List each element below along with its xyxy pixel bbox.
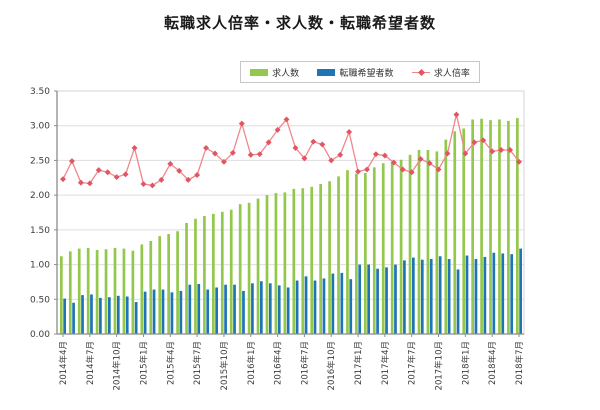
jobs-bars xyxy=(60,118,519,335)
svg-text:2014年4月: 2014年4月 xyxy=(58,341,69,385)
axes xyxy=(56,91,524,335)
svg-text:2018年4月: 2018年4月 xyxy=(487,341,498,385)
ratio-line xyxy=(60,111,522,189)
svg-text:2015年7月: 2015年7月 xyxy=(192,341,203,385)
legend-item-applicants: 転職希望者数 xyxy=(317,66,394,79)
svg-text:2016年7月: 2016年7月 xyxy=(299,341,310,385)
applicants-bar-swatch-icon xyxy=(317,68,336,76)
svg-text:1.00: 1.00 xyxy=(30,261,50,271)
legend-applicants-label: 転職希望者数 xyxy=(339,68,394,79)
svg-text:2017年4月: 2017年4月 xyxy=(380,341,391,385)
svg-text:2014年10月: 2014年10月 xyxy=(112,341,123,390)
svg-text:3.00: 3.00 xyxy=(30,122,50,132)
svg-text:1.50: 1.50 xyxy=(30,226,50,236)
svg-text:2015年10月: 2015年10月 xyxy=(219,341,230,390)
svg-text:2016年10月: 2016年10月 xyxy=(326,341,337,390)
svg-text:2014年7月: 2014年7月 xyxy=(85,341,96,385)
legend-item-ratio: 求人倍率 xyxy=(411,66,470,79)
chart-title: 転職求人倍率・求人数・転職希望者数 xyxy=(163,14,436,32)
svg-text:2015年1月: 2015年1月 xyxy=(138,341,149,385)
svg-text:2018年1月: 2018年1月 xyxy=(460,341,471,385)
jobs-bar-swatch-icon xyxy=(250,68,269,76)
svg-text:0.50: 0.50 xyxy=(30,295,50,305)
legend-jobs-label: 求人数 xyxy=(272,68,300,79)
svg-text:3.50: 3.50 xyxy=(30,87,50,97)
svg-text:2016年4月: 2016年4月 xyxy=(273,341,284,385)
svg-text:2015年4月: 2015年4月 xyxy=(165,341,176,385)
x-axis-labels: 2014年4月 2014年7月 2014年10月 2015年1月 2015年4月 2015… xyxy=(58,334,525,390)
ratio-line-swatch-icon xyxy=(411,68,430,77)
svg-text:2018年7月: 2018年7月 xyxy=(514,341,525,385)
svg-text:2.50: 2.50 xyxy=(30,156,50,166)
applicants-bars xyxy=(63,248,522,334)
svg-text:2016年1月: 2016年1月 xyxy=(246,341,257,385)
legend-ratio-label: 求人倍率 xyxy=(433,68,470,79)
y-axis-labels: 0.00 0.50 1.00 1.50 2.00 2.50 3.00 3.50 xyxy=(30,87,57,340)
svg-text:2017年10月: 2017年10月 xyxy=(434,341,445,390)
svg-text:2.00: 2.00 xyxy=(30,191,50,201)
svg-text:0.00: 0.00 xyxy=(30,330,50,340)
svg-text:2017年1月: 2017年1月 xyxy=(353,341,364,385)
legend-item-jobs: 求人数 xyxy=(250,66,299,79)
legend: 求人数 転職希望者数 求人倍率 xyxy=(240,61,480,83)
svg-text:2017年7月: 2017年7月 xyxy=(407,341,418,385)
